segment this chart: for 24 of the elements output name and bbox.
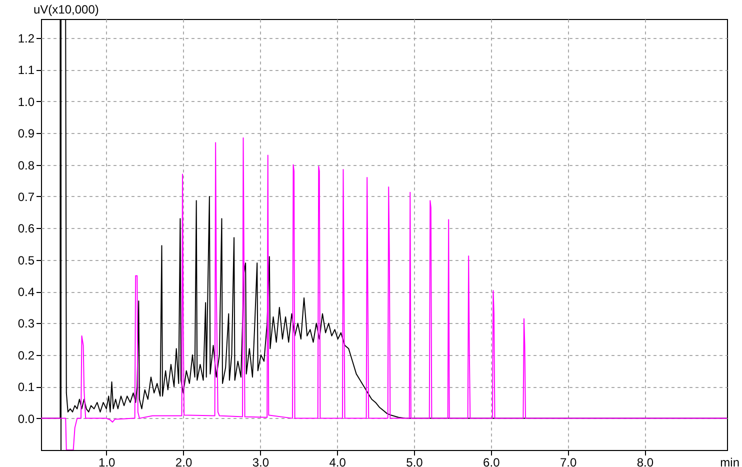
line-series: [41, 137, 727, 450]
x-tick-label: 6.0: [483, 456, 500, 467]
y-tick-label: 1.1: [18, 63, 35, 78]
y-tick-label: 0.8: [18, 158, 35, 172]
y-tick-label: 1.0: [18, 94, 35, 109]
x-tick-label: 7.0: [560, 456, 577, 467]
x-tick-label: 1.0: [98, 456, 116, 467]
x-tick-label: 2.0: [175, 456, 192, 467]
y-tick-label: 0.7: [18, 190, 35, 204]
y-tick-label: 0.1: [18, 380, 35, 394]
x-tick-label: 4.0: [329, 456, 346, 467]
x-axis-title: min: [720, 456, 740, 467]
x-tick-label: 8.0: [636, 456, 654, 467]
y-tick-label: 0.4: [18, 285, 35, 300]
y-tick-label: 0.3: [18, 316, 35, 331]
y-tick-label: 1.2: [18, 32, 35, 46]
y-tick-label: 0.9: [18, 126, 35, 141]
y-tick-label: 0.6: [18, 222, 35, 236]
x-tick-label: 3.0: [252, 456, 270, 467]
x-tick-label: 5.0: [406, 456, 424, 467]
y-axis-title: uV(x10,000): [34, 2, 99, 16]
y-tick-label: 0.0: [18, 412, 35, 426]
y-tick-label: 0.5: [18, 253, 35, 268]
y-tick-label: 0.2: [18, 348, 35, 362]
